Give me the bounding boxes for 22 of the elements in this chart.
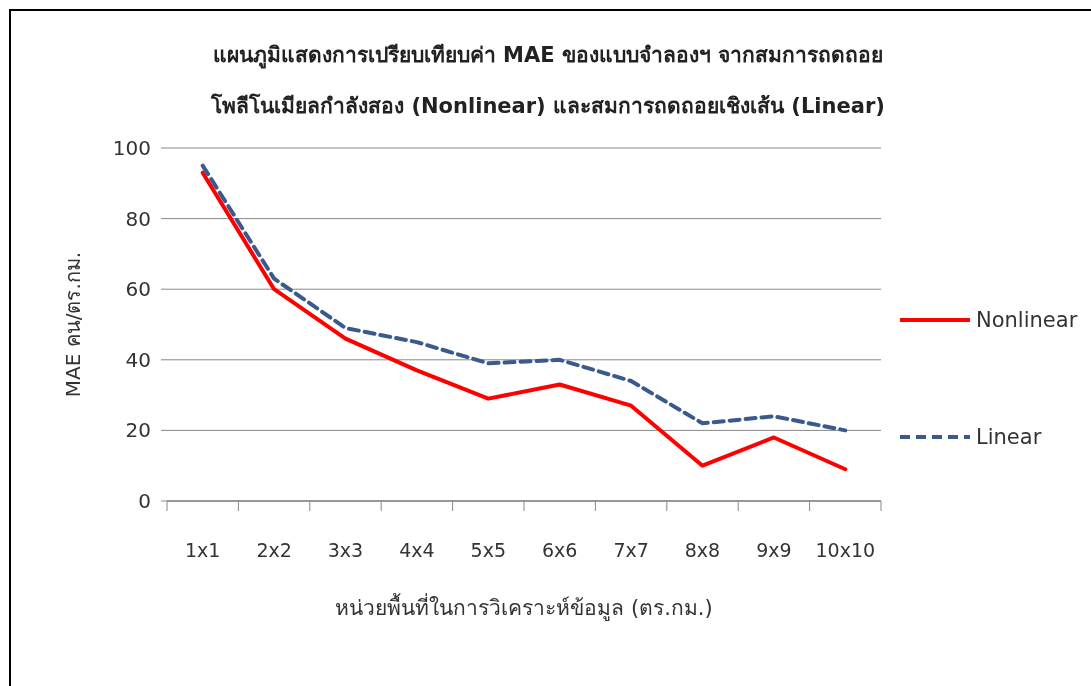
chart-subtitle: โพลีโนเมียลกำลังสอง (Nonlinear) และสมการถดถอยเชิงเส้น (Linear)	[210, 93, 885, 118]
legend-label: Linear	[976, 425, 1042, 449]
x-tick-label: 4x4	[399, 539, 435, 561]
x-tick-label: 7x7	[613, 539, 649, 561]
y-tick-label: 80	[125, 206, 151, 231]
x-tick-label: 6x6	[541, 539, 578, 561]
legend-label: Nonlinear	[976, 308, 1078, 332]
y-tick-label: 60	[125, 277, 151, 302]
y-axis-title: MAE คน/ตร.กม.	[61, 251, 85, 398]
x-tick-label: 2x2	[256, 539, 292, 561]
y-tick-label: 20	[125, 418, 151, 443]
x-tick-label: 3x3	[327, 539, 364, 561]
x-tick-label: 1x1	[184, 539, 221, 561]
y-tick-label: 0	[138, 489, 151, 513]
x-axis-title: หน่วยพื้นที่ในการวิเคราะห์ข้อมูล (ตร.กม.)	[335, 593, 713, 621]
chart-title: แผนภูมิแสดงการเปรียบเทียบค่า MAE ของแบบจำลองฯ จากสมการถดถอย	[212, 43, 884, 69]
y-tick-label: 100	[112, 136, 151, 160]
x-tick-label: 10x10	[815, 539, 876, 561]
x-tick-label: 9x9	[756, 539, 792, 561]
y-tick-label: 40	[125, 347, 151, 372]
x-tick-label: 5x5	[470, 539, 507, 561]
x-tick-label: 8x8	[684, 539, 721, 561]
